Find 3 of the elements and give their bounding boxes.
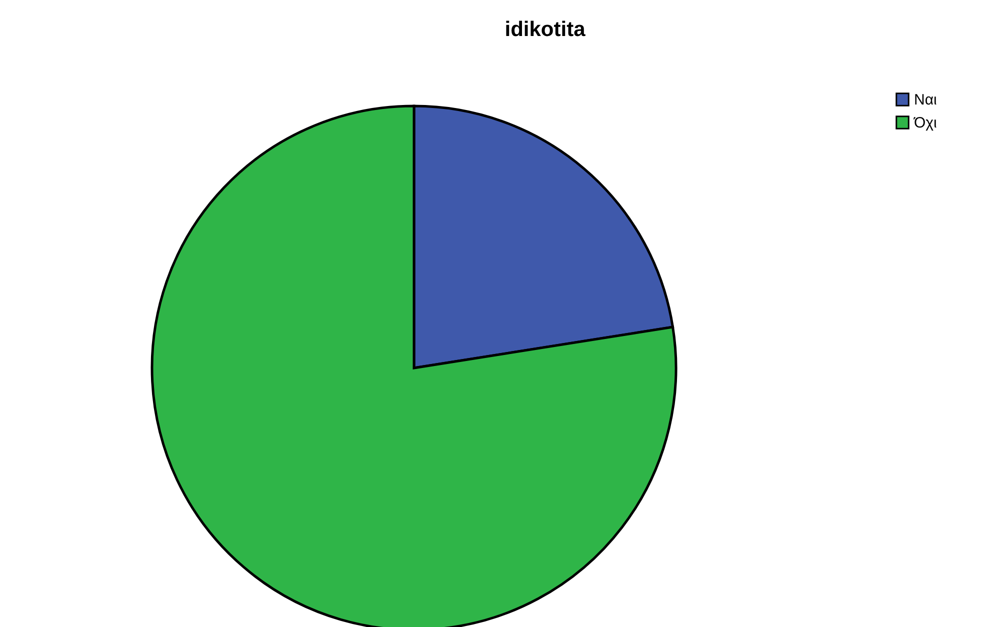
legend-label: Ναι <box>914 92 937 108</box>
chart-title: idikotita <box>504 18 586 41</box>
legend-label: Όχι <box>913 114 937 132</box>
